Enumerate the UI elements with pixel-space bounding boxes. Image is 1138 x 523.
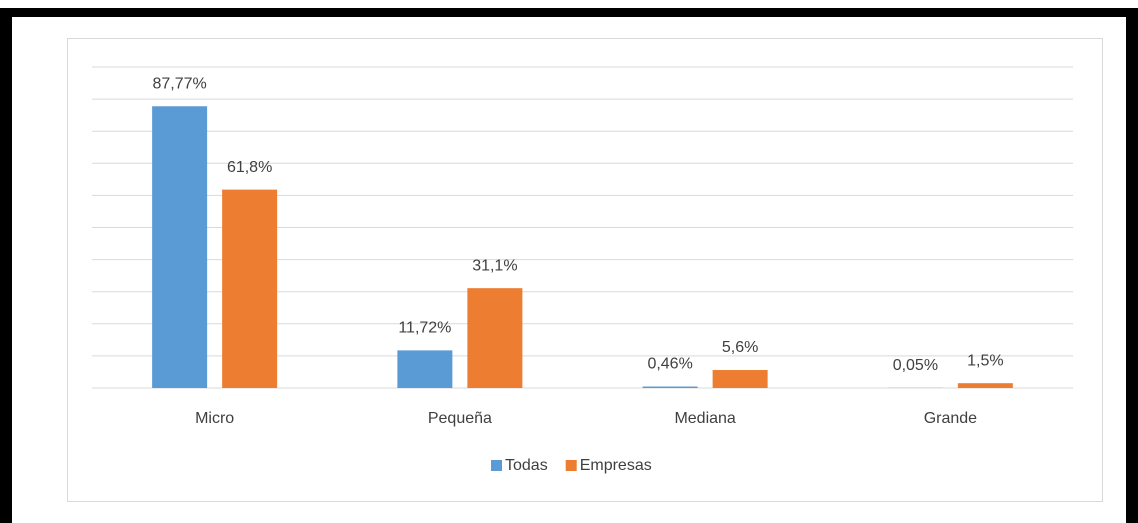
bar — [712, 370, 768, 388]
data-label: 1,5% — [967, 352, 1003, 369]
bar — [222, 189, 278, 388]
data-label: 5,6% — [722, 339, 758, 356]
legend-label: Empresas — [580, 457, 652, 474]
frame-top — [0, 8, 1138, 17]
legend-label: Todas — [505, 457, 548, 474]
bar — [467, 288, 523, 388]
data-label: 11,72% — [398, 320, 451, 337]
data-label: 0,46% — [647, 356, 692, 373]
bar — [957, 383, 1013, 388]
data-label: 87,77% — [152, 75, 206, 92]
data-label: 31,1% — [472, 257, 517, 274]
legend-swatch — [565, 460, 577, 471]
bar — [642, 386, 698, 388]
bar — [397, 350, 453, 388]
x-tick-label: Grande — [924, 410, 977, 427]
data-label: 0,05% — [893, 357, 938, 374]
x-tick-label: Micro — [195, 410, 234, 427]
data-label: 61,8% — [227, 159, 272, 176]
frame-left — [0, 8, 12, 523]
x-tick-label: Mediana — [674, 410, 735, 427]
bar — [152, 106, 208, 388]
frame-right — [1126, 8, 1138, 523]
x-tick-label: Pequeña — [428, 410, 492, 427]
legend-swatch — [491, 460, 502, 471]
